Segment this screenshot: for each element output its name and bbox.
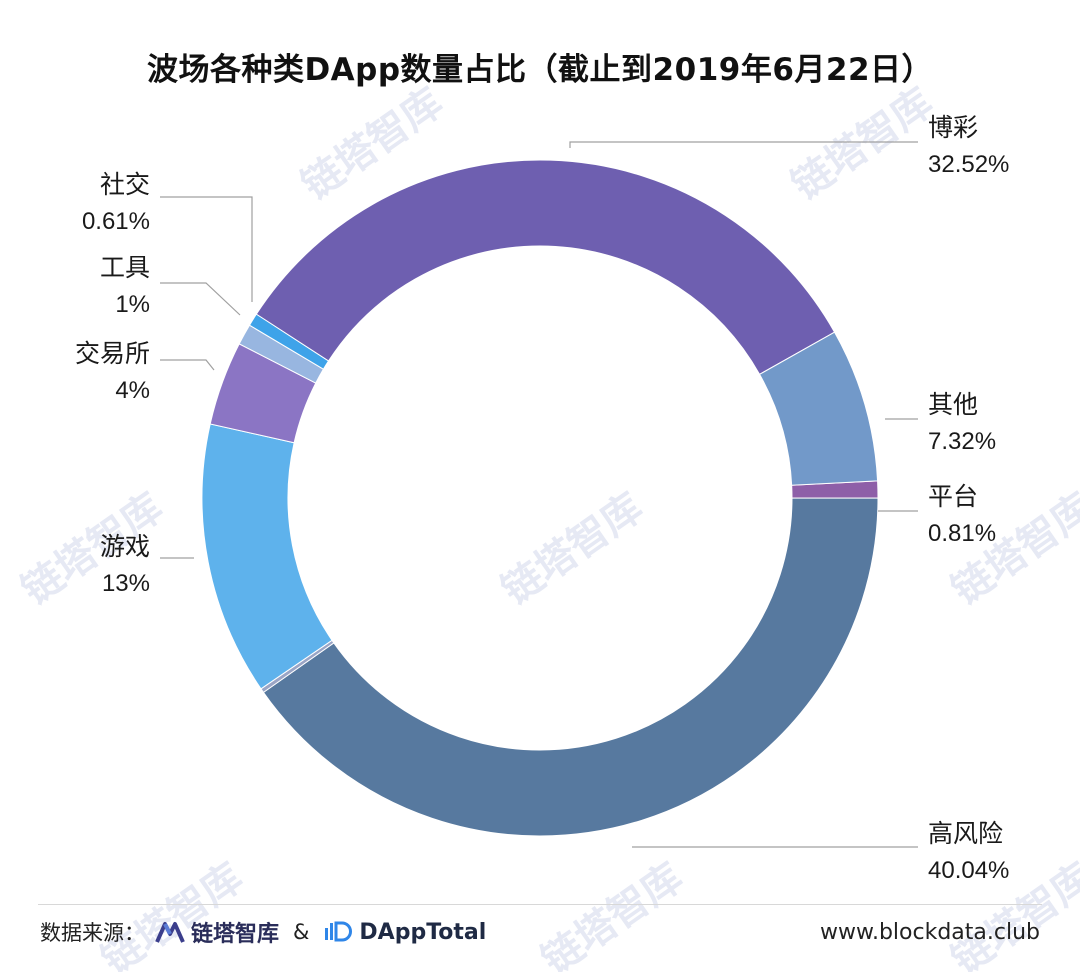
leader-line-博彩 xyxy=(569,141,918,148)
slice-value-label: 40.04% xyxy=(928,857,1009,884)
brand-dapptotal[interactable]: DAppTotal xyxy=(323,920,486,945)
slice-label: 高风险 xyxy=(928,819,1003,848)
chart-title: 波场各种类DApp数量占比（截止到2019年6月22日） xyxy=(146,52,934,88)
leader-line-交易所 xyxy=(160,359,215,371)
slice-label: 平台 xyxy=(928,482,978,511)
dapptotal-logo-icon xyxy=(325,921,353,942)
ampersand: & xyxy=(293,920,310,944)
slice-value-label: 7.32% xyxy=(928,428,996,455)
slice-label: 社交 xyxy=(100,170,150,199)
watermark-text: 链塔智库 xyxy=(494,485,651,614)
brand1-text: 链塔智库 xyxy=(191,922,280,947)
leader-line-工具 xyxy=(160,282,241,316)
footer-divider xyxy=(38,904,1042,905)
footer: 数据来源： 链塔智库 & DAppTotal www.blockdata.clu… xyxy=(40,912,1040,952)
source-label: 数据来源： xyxy=(40,921,145,945)
leader-line-社交 xyxy=(160,196,253,302)
watermark-text: 链塔智库 xyxy=(784,80,941,209)
donut-slices xyxy=(201,159,879,837)
slice-label: 交易所 xyxy=(75,339,150,368)
slice-其他 xyxy=(758,331,879,486)
slice-游戏 xyxy=(201,423,333,690)
slice-label: 游戏 xyxy=(100,532,150,561)
slice-label: 工具 xyxy=(100,253,150,282)
lianta-logo-icon xyxy=(155,922,185,943)
slice-value-label: 32.52% xyxy=(928,151,1009,178)
brand2-text: DAppTotal xyxy=(359,919,487,945)
slice-博彩 xyxy=(255,159,836,376)
slice-高风险 xyxy=(262,497,879,837)
slice-value-label: 13% xyxy=(102,570,150,597)
slice-value-label: 0.81% xyxy=(928,520,996,547)
slice-label: 其他 xyxy=(928,390,978,419)
leader-lines xyxy=(160,141,918,848)
website-link[interactable]: www.blockdata.club xyxy=(820,919,1040,945)
slice-value-label: 0.61% xyxy=(82,208,150,235)
slice-labels: 平台 0.81% 高风险 40.04% 游戏 13% 交易所 4% 工具 1% 社交 0.61% 博彩 3… xyxy=(75,113,1009,884)
slice-value-label: 4% xyxy=(115,377,150,404)
brand-lianta[interactable]: 链塔智库 xyxy=(155,916,279,948)
slice-label: 博彩 xyxy=(928,113,978,142)
slice-value-label: 1% xyxy=(115,291,150,318)
